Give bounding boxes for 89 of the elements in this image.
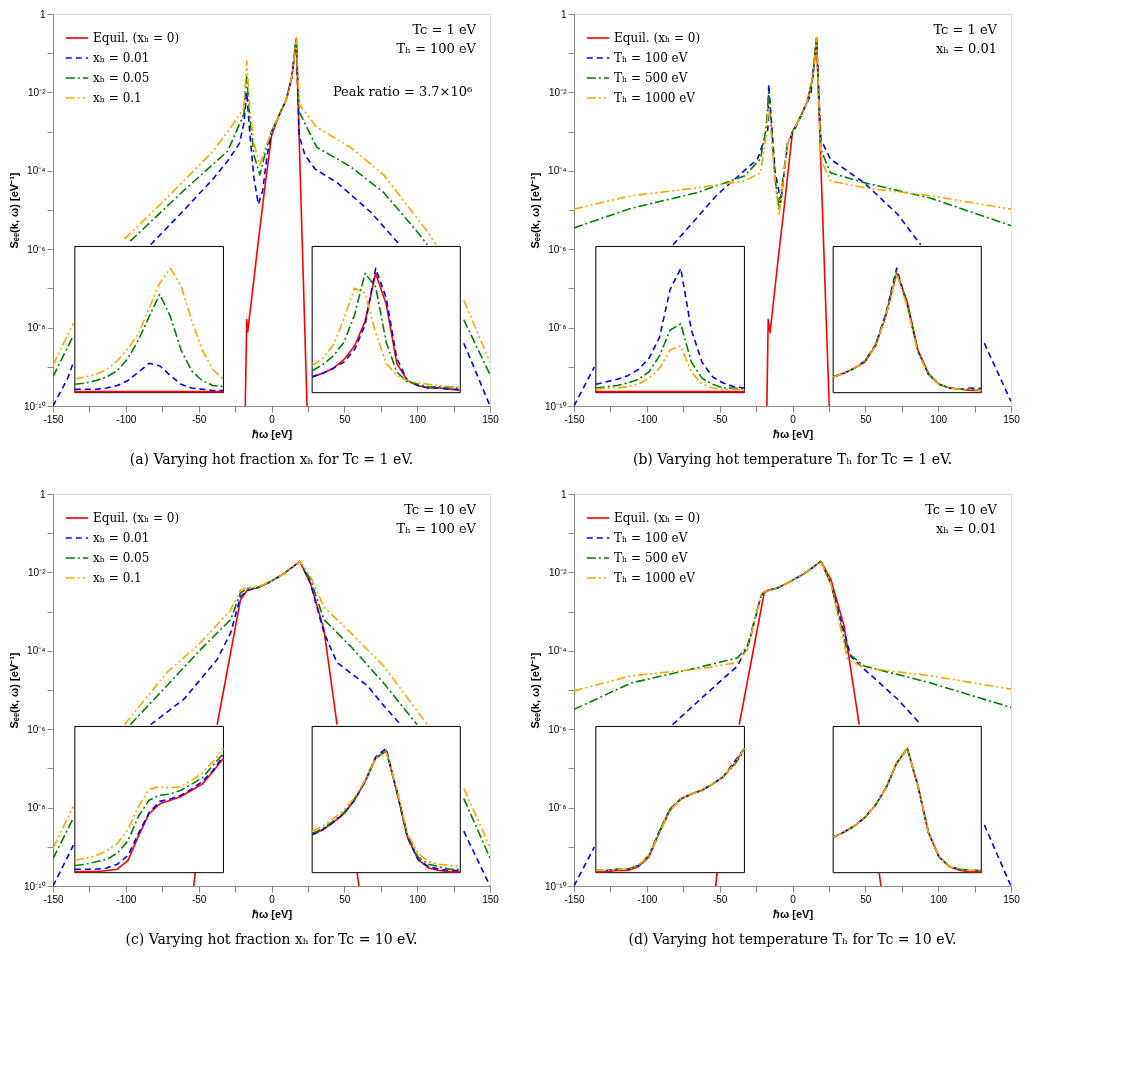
x-tick-label: 100 xyxy=(409,893,427,905)
x-tick-label: -50 xyxy=(191,413,207,425)
x-axis-title: ℏω [eV] xyxy=(250,427,293,440)
x-tick-label: -50 xyxy=(191,893,207,905)
x-tick-label: 0 xyxy=(269,413,276,425)
x-tick-label: 150 xyxy=(482,413,500,425)
annotation: Tc = 1 eV xyxy=(933,22,998,37)
x-tick-label: 0 xyxy=(790,413,797,425)
x-tick-label: -100 xyxy=(116,413,137,425)
y-tick-label: 10⁻² xyxy=(28,566,47,578)
x-tick-label: 100 xyxy=(930,893,948,905)
x-tick-label: 150 xyxy=(1003,413,1021,425)
legend-label: Equil. (xₕ = 0) xyxy=(614,511,701,525)
annotation: xₕ = 0.01 xyxy=(935,41,997,56)
x-tick-label: 50 xyxy=(860,413,872,425)
legend-label: Equil. (xₕ = 0) xyxy=(93,31,180,45)
y-tick-label: 1 xyxy=(560,8,567,20)
legend-label: Tₕ = 500 eV xyxy=(614,71,688,85)
y-tick-label: 1 xyxy=(39,488,46,500)
x-tick-label: -100 xyxy=(116,893,137,905)
y-axis-title: Sₑₑ(k, ω) [eV⁻¹] xyxy=(529,172,542,249)
y-tick-label: 1 xyxy=(39,8,46,20)
x-tick-label: -50 xyxy=(712,413,728,425)
y-tick-label: 1 xyxy=(560,488,567,500)
y-tick-label: 10⁻⁸ xyxy=(27,802,46,814)
annotation: Tₕ = 100 eV xyxy=(396,41,477,56)
x-tick-label: 100 xyxy=(409,413,427,425)
legend-label: xₕ = 0.1 xyxy=(93,571,142,585)
y-tick-label: 10⁻⁸ xyxy=(27,322,46,334)
legend-label: Tₕ = 100 eV xyxy=(614,531,688,545)
y-tick-label: 10⁻⁸ xyxy=(548,802,567,814)
annotation: Tc = 1 eV xyxy=(412,22,477,37)
x-tick-label: 150 xyxy=(1003,893,1021,905)
legend-label: Tₕ = 1000 eV xyxy=(614,91,696,105)
y-axis-title: Sₑₑ(k, ω) [eV⁻¹] xyxy=(8,652,21,729)
text: (a) Varying hot fraction xₕ for Tc = 1 eV. xyxy=(129,451,414,467)
x-tick-label: 100 xyxy=(930,413,948,425)
annotation: Tc = 10 eV xyxy=(925,502,998,517)
annotation: Peak ratio = 3.7×10⁶ xyxy=(332,84,473,100)
x-tick-label: -150 xyxy=(43,893,64,905)
y-tick-label: 10⁻² xyxy=(28,86,47,98)
y-tick-label: 10⁻⁶ xyxy=(548,243,567,255)
y-tick-label: 10⁻¹⁰ xyxy=(24,400,46,412)
x-axis-title: ℏω [eV] xyxy=(771,427,814,440)
y-tick-label: 10⁻¹⁰ xyxy=(545,880,567,892)
text: (c) Varying hot fraction xₕ for Tc = 10 eV. xyxy=(125,931,418,947)
legend-label: xₕ = 0.01 xyxy=(93,51,150,65)
x-axis-title: ℏω [eV] xyxy=(250,907,293,920)
x-tick-label: -150 xyxy=(43,413,64,425)
y-tick-label: 10⁻² xyxy=(549,86,568,98)
y-tick-label: 10⁻⁶ xyxy=(27,243,46,255)
legend-label: Tₕ = 100 eV xyxy=(614,51,688,65)
legend-label: Tₕ = 1000 eV xyxy=(614,571,696,585)
y-tick-label: 10⁻⁶ xyxy=(27,723,46,735)
x-axis-title: ℏω [eV] xyxy=(771,907,814,920)
legend-label: xₕ = 0.01 xyxy=(93,531,150,545)
y-axis-title: Sₑₑ(k, ω) [eV⁻¹] xyxy=(8,172,21,249)
y-tick-label: 10⁻¹⁰ xyxy=(24,880,46,892)
y-tick-label: 10⁻⁴ xyxy=(27,165,46,177)
legend-label: Tₕ = 500 eV xyxy=(614,551,688,565)
annotation: xₕ = 0.01 xyxy=(935,521,997,536)
x-tick-label: -150 xyxy=(564,413,585,425)
x-tick-label: 0 xyxy=(790,893,797,905)
legend-label: xₕ = 0.05 xyxy=(93,551,150,565)
annotation: Tₕ = 100 eV xyxy=(396,521,477,536)
text: (b) Varying hot temperature Tₕ for Tc = 1 eV. xyxy=(632,451,953,467)
legend-label: Equil. (xₕ = 0) xyxy=(614,31,701,45)
y-tick-label: 10⁻² xyxy=(549,566,568,578)
x-tick-label: -50 xyxy=(712,893,728,905)
x-tick-label: -150 xyxy=(564,893,585,905)
x-tick-label: 150 xyxy=(482,893,500,905)
y-axis-title: Sₑₑ(k, ω) [eV⁻¹] xyxy=(529,652,542,729)
legend-label: xₕ = 0.05 xyxy=(93,71,150,85)
x-tick-label: 50 xyxy=(860,893,872,905)
y-tick-label: 10⁻⁴ xyxy=(27,645,46,657)
x-tick-label: 50 xyxy=(339,893,351,905)
y-tick-label: 10⁻⁸ xyxy=(548,322,567,334)
y-tick-label: 10⁻⁴ xyxy=(548,165,567,177)
legend-label: Equil. (xₕ = 0) xyxy=(93,511,180,525)
y-tick-label: 10⁻⁴ xyxy=(548,645,567,657)
x-tick-label: 0 xyxy=(269,893,276,905)
x-tick-label: -100 xyxy=(637,893,658,905)
annotation: Tc = 10 eV xyxy=(404,502,477,517)
y-tick-label: 10⁻¹⁰ xyxy=(545,400,567,412)
x-tick-label: -100 xyxy=(637,413,658,425)
legend-label: xₕ = 0.1 xyxy=(93,91,142,105)
x-tick-label: 50 xyxy=(339,413,351,425)
y-tick-label: 10⁻⁶ xyxy=(548,723,567,735)
text: (d) Varying hot temperature Tₕ for Tc = 10 eV. xyxy=(628,931,957,947)
